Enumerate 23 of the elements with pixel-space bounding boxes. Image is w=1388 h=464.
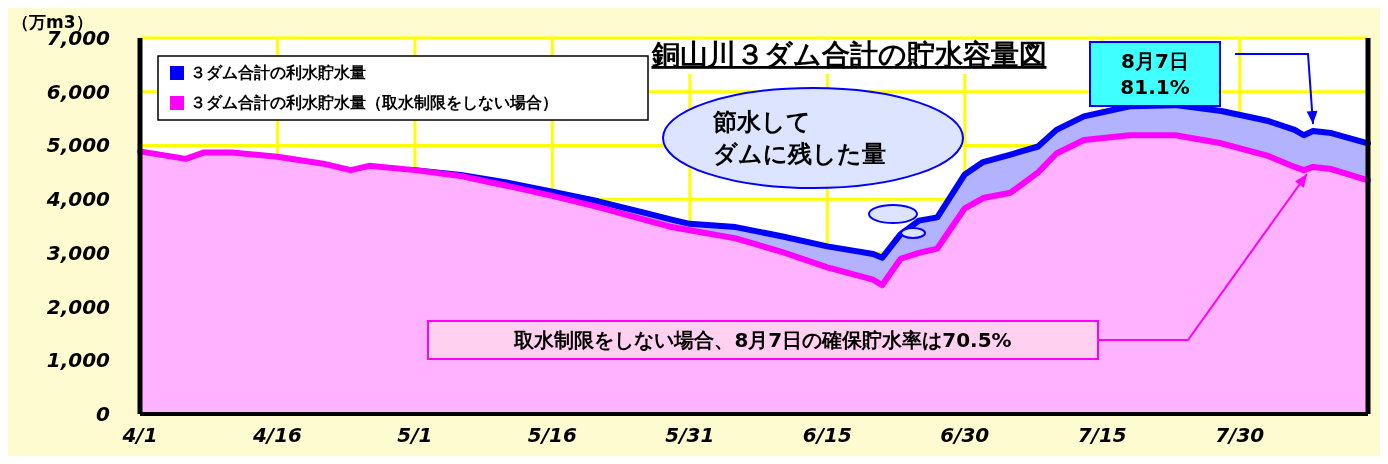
x-tick-label: 5/16 <box>527 423 577 447</box>
x-tick-label: 7/30 <box>1215 423 1265 447</box>
x-tick-label: 5/1 <box>397 423 433 447</box>
legend-label: ３ダム合計の利水貯水量 <box>190 63 366 82</box>
chart-title: 銅山川３ダム合計の貯水容量図 <box>650 38 1047 71</box>
x-tick-label: 4/1 <box>121 423 158 447</box>
y-tick-label: 0 <box>96 402 111 426</box>
annotation: 取水制限をしない場合、8月7日の確保貯水率は70.5% <box>513 328 1012 352</box>
y-tick-label: 1,000 <box>46 348 111 373</box>
y-tick-label: 2,000 <box>46 294 111 319</box>
y-tick-label: 3,000 <box>46 240 111 265</box>
annotation: 節水して <box>712 108 811 136</box>
x-tick-label: 4/16 <box>251 423 303 447</box>
x-tick-label: 7/15 <box>1077 423 1127 447</box>
y-tick-label: 4,000 <box>45 187 111 212</box>
y-tick-label: 6,000 <box>46 79 111 104</box>
annotation: ダムに残した量 <box>713 140 886 168</box>
x-tick-label: 6/30 <box>940 423 990 447</box>
legend-label: ３ダム合計の利水貯水量（取水制限をしない場合） <box>190 93 558 112</box>
y-tick-label: 5,000 <box>46 133 111 158</box>
x-tick-label: 5/31 <box>665 423 715 447</box>
x-tick-label: 6/15 <box>802 423 852 447</box>
annotation: 8月7日 81.1% <box>1120 49 1190 99</box>
